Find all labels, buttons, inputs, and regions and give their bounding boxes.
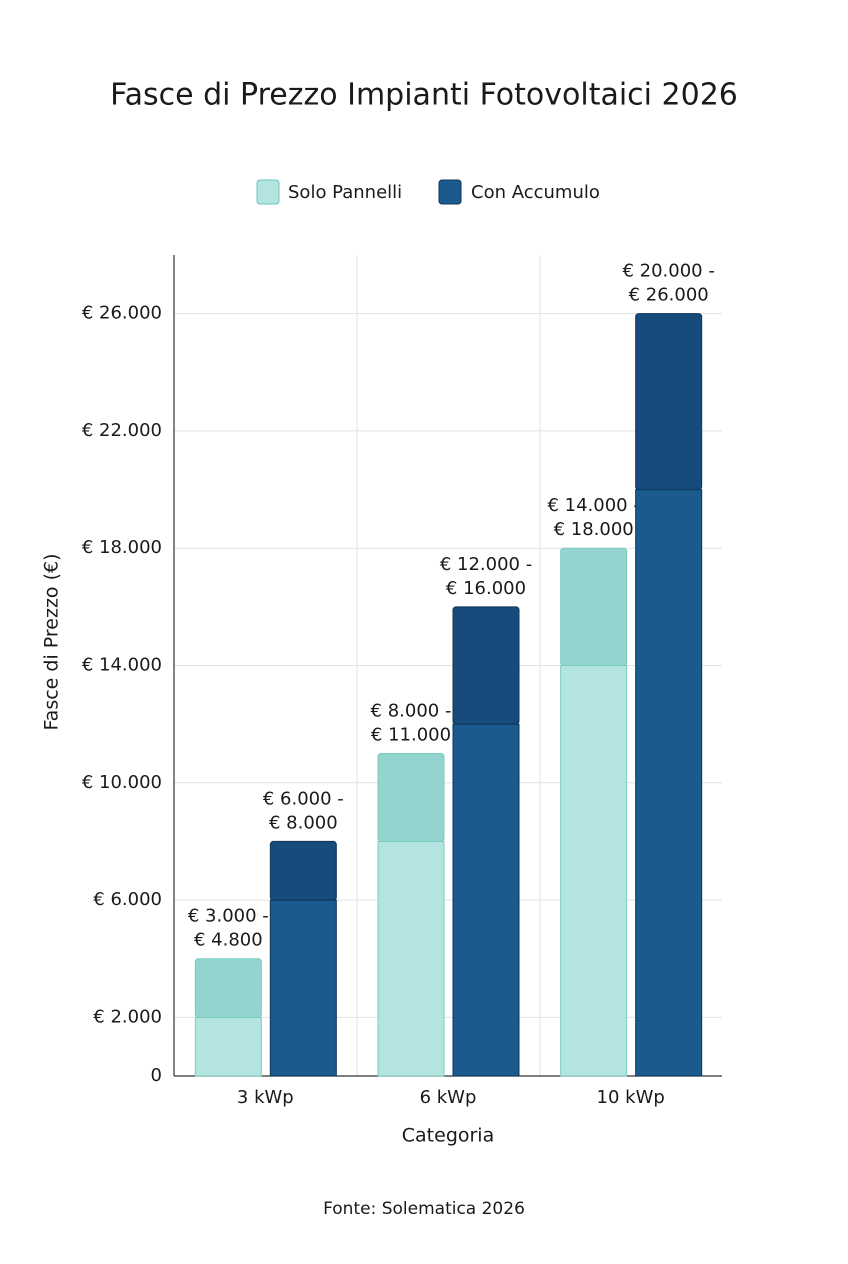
y-tick-label: € 22.000 [82,420,162,441]
range-label: € 20.000 - [622,261,714,282]
base-segment [269,899,337,1077]
x-tick-label: 10 kWp [597,1087,665,1108]
y-tick-label: € 14.000 [82,655,162,676]
y-tick-label: € 26.000 [82,303,162,324]
legend-swatch [438,179,462,205]
legend-label: Con Accumulo [471,182,600,203]
range-segment [269,840,337,901]
range-label: € 16.000 [446,578,526,599]
range-segment [377,752,445,842]
range-label: € 6.000 - [263,788,344,809]
source-note: Fonte: Solematica 2026 [323,1199,525,1219]
range-label: € 26.000 [629,285,709,306]
y-tick-label: € 2.000 [93,1006,162,1027]
legend-label: Solo Pannelli [288,182,402,203]
base-segment [635,489,703,1077]
y-tick-label: 0 [151,1065,162,1086]
range-segment [560,547,628,667]
range-label: € 8.000 [269,812,338,833]
range-label: € 18.000 [554,519,634,540]
range-label: € 11.000 [371,724,451,745]
range-label: € 14.000 - [547,495,639,516]
chart-title: Fasce di Prezzo Impianti Fotovoltaici 20… [110,78,738,113]
x-axis-label: Categoria [402,1125,494,1147]
x-tick-label: 6 kWp [420,1087,477,1108]
range-label: € 3.000 - [188,906,269,927]
base-segment [377,840,445,1077]
base-segment [194,1016,262,1077]
range-segment [635,313,703,491]
range-segment [452,606,520,725]
y-tick-label: € 6.000 [93,889,162,910]
base-segment [452,723,520,1077]
range-label: € 12.000 - [440,554,532,575]
x-tick-label: 3 kWp [237,1087,294,1108]
y-axis-label: Fasce di Prezzo (€) [41,553,63,730]
range-segment [194,958,262,1018]
range-label: € 8.000 - [371,700,452,721]
y-tick-label: € 18.000 [82,537,162,558]
legend-swatch [256,179,280,205]
y-tick-label: € 10.000 [82,772,162,793]
range-label: € 4.800 [194,930,263,951]
base-segment [560,665,628,1077]
